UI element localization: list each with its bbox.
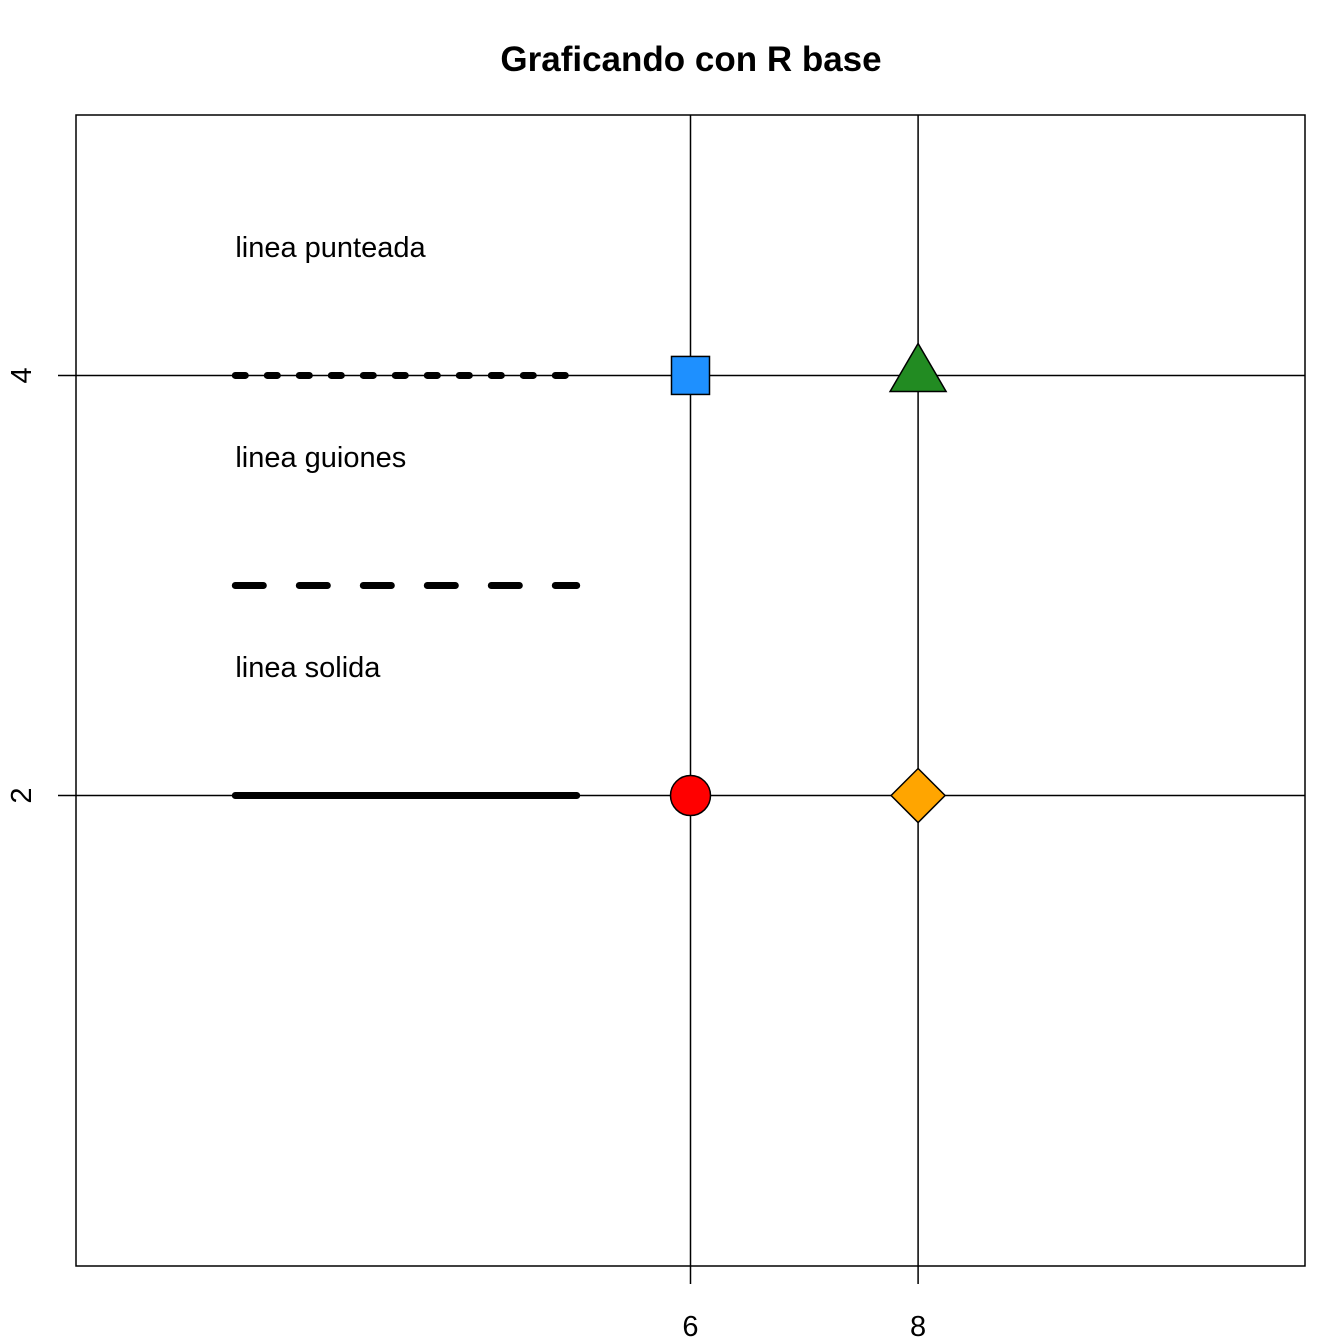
- point-circle: [669, 774, 712, 817]
- point-square: [670, 355, 711, 396]
- y-tick-label-4: 4: [6, 367, 38, 383]
- chart-title: Graficando con R base: [500, 40, 881, 79]
- point-diamond: [890, 767, 947, 824]
- annotations: linea punteada linea guiones linea solida: [235, 232, 426, 684]
- points: [669, 341, 948, 824]
- point-triangle: [888, 341, 948, 393]
- y-axis: 24: [6, 367, 76, 804]
- annotation-2: linea solida: [235, 652, 381, 684]
- line-samples: [231, 371, 581, 800]
- x-tick-label-6: 6: [682, 1311, 698, 1343]
- y-tick-label-2: 2: [6, 787, 38, 803]
- reference-lines: [76, 115, 1305, 1266]
- x-tick-label-8: 8: [910, 1311, 926, 1343]
- annotation-1: linea guiones: [235, 442, 406, 474]
- annotation-0: linea punteada: [235, 232, 426, 264]
